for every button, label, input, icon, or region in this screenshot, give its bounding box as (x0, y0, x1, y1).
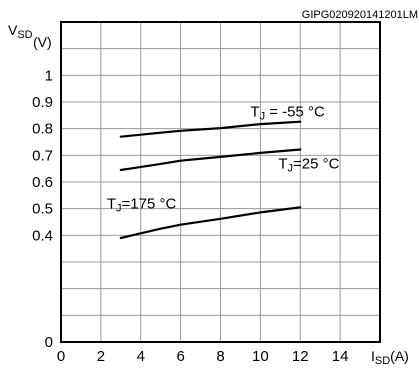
grid (61, 22, 380, 342)
series-line (119, 206, 302, 240)
series-label: TJ=175 °C (107, 196, 177, 215)
corner-code: GIPG020920141201LM (302, 9, 418, 21)
tick-labels: 0 2 4 6 8 10 12 14 0 0.4 0.5 0.6 0.7 0.8 0.9 1 (32, 67, 348, 365)
y-tick-label: 0.8 (32, 121, 53, 138)
x-tick-label: 14 (332, 348, 349, 365)
series-lines (119, 120, 302, 240)
y-axis-label-sub: SD (17, 29, 32, 41)
x-tick-label: 0 (57, 348, 65, 365)
x-tick-label: 8 (216, 348, 224, 365)
x-tick-label: 12 (292, 348, 309, 365)
y-tick-label: 0.5 (32, 201, 53, 218)
series-line (119, 120, 302, 138)
plot-frame (60, 21, 381, 343)
y-tick-label: 0.9 (32, 94, 53, 111)
x-tick-label: 10 (252, 348, 269, 365)
x-tick-label: 2 (97, 348, 105, 365)
x-tick-label: 4 (137, 348, 145, 365)
series-label: TJ=25 °C (278, 156, 339, 175)
x-tick-label: 6 (176, 348, 184, 365)
y-tick-label: 0 (45, 334, 53, 351)
y-tick-label: 1 (45, 67, 53, 84)
y-tick-label: 0.7 (32, 147, 53, 164)
y-axis-label: VSD (8, 22, 33, 41)
y-tick-label: 0.6 (32, 174, 53, 191)
series-labels: TJ = -55 °C TJ=25 °C TJ=175 °C (107, 104, 340, 215)
x-axis-label: ISD(A) (371, 348, 409, 367)
series-label: TJ = -55 °C (250, 104, 325, 123)
y-tick-label: 0.4 (32, 227, 53, 244)
series-line (119, 148, 302, 172)
y-axis-unit: (V) (33, 34, 52, 50)
